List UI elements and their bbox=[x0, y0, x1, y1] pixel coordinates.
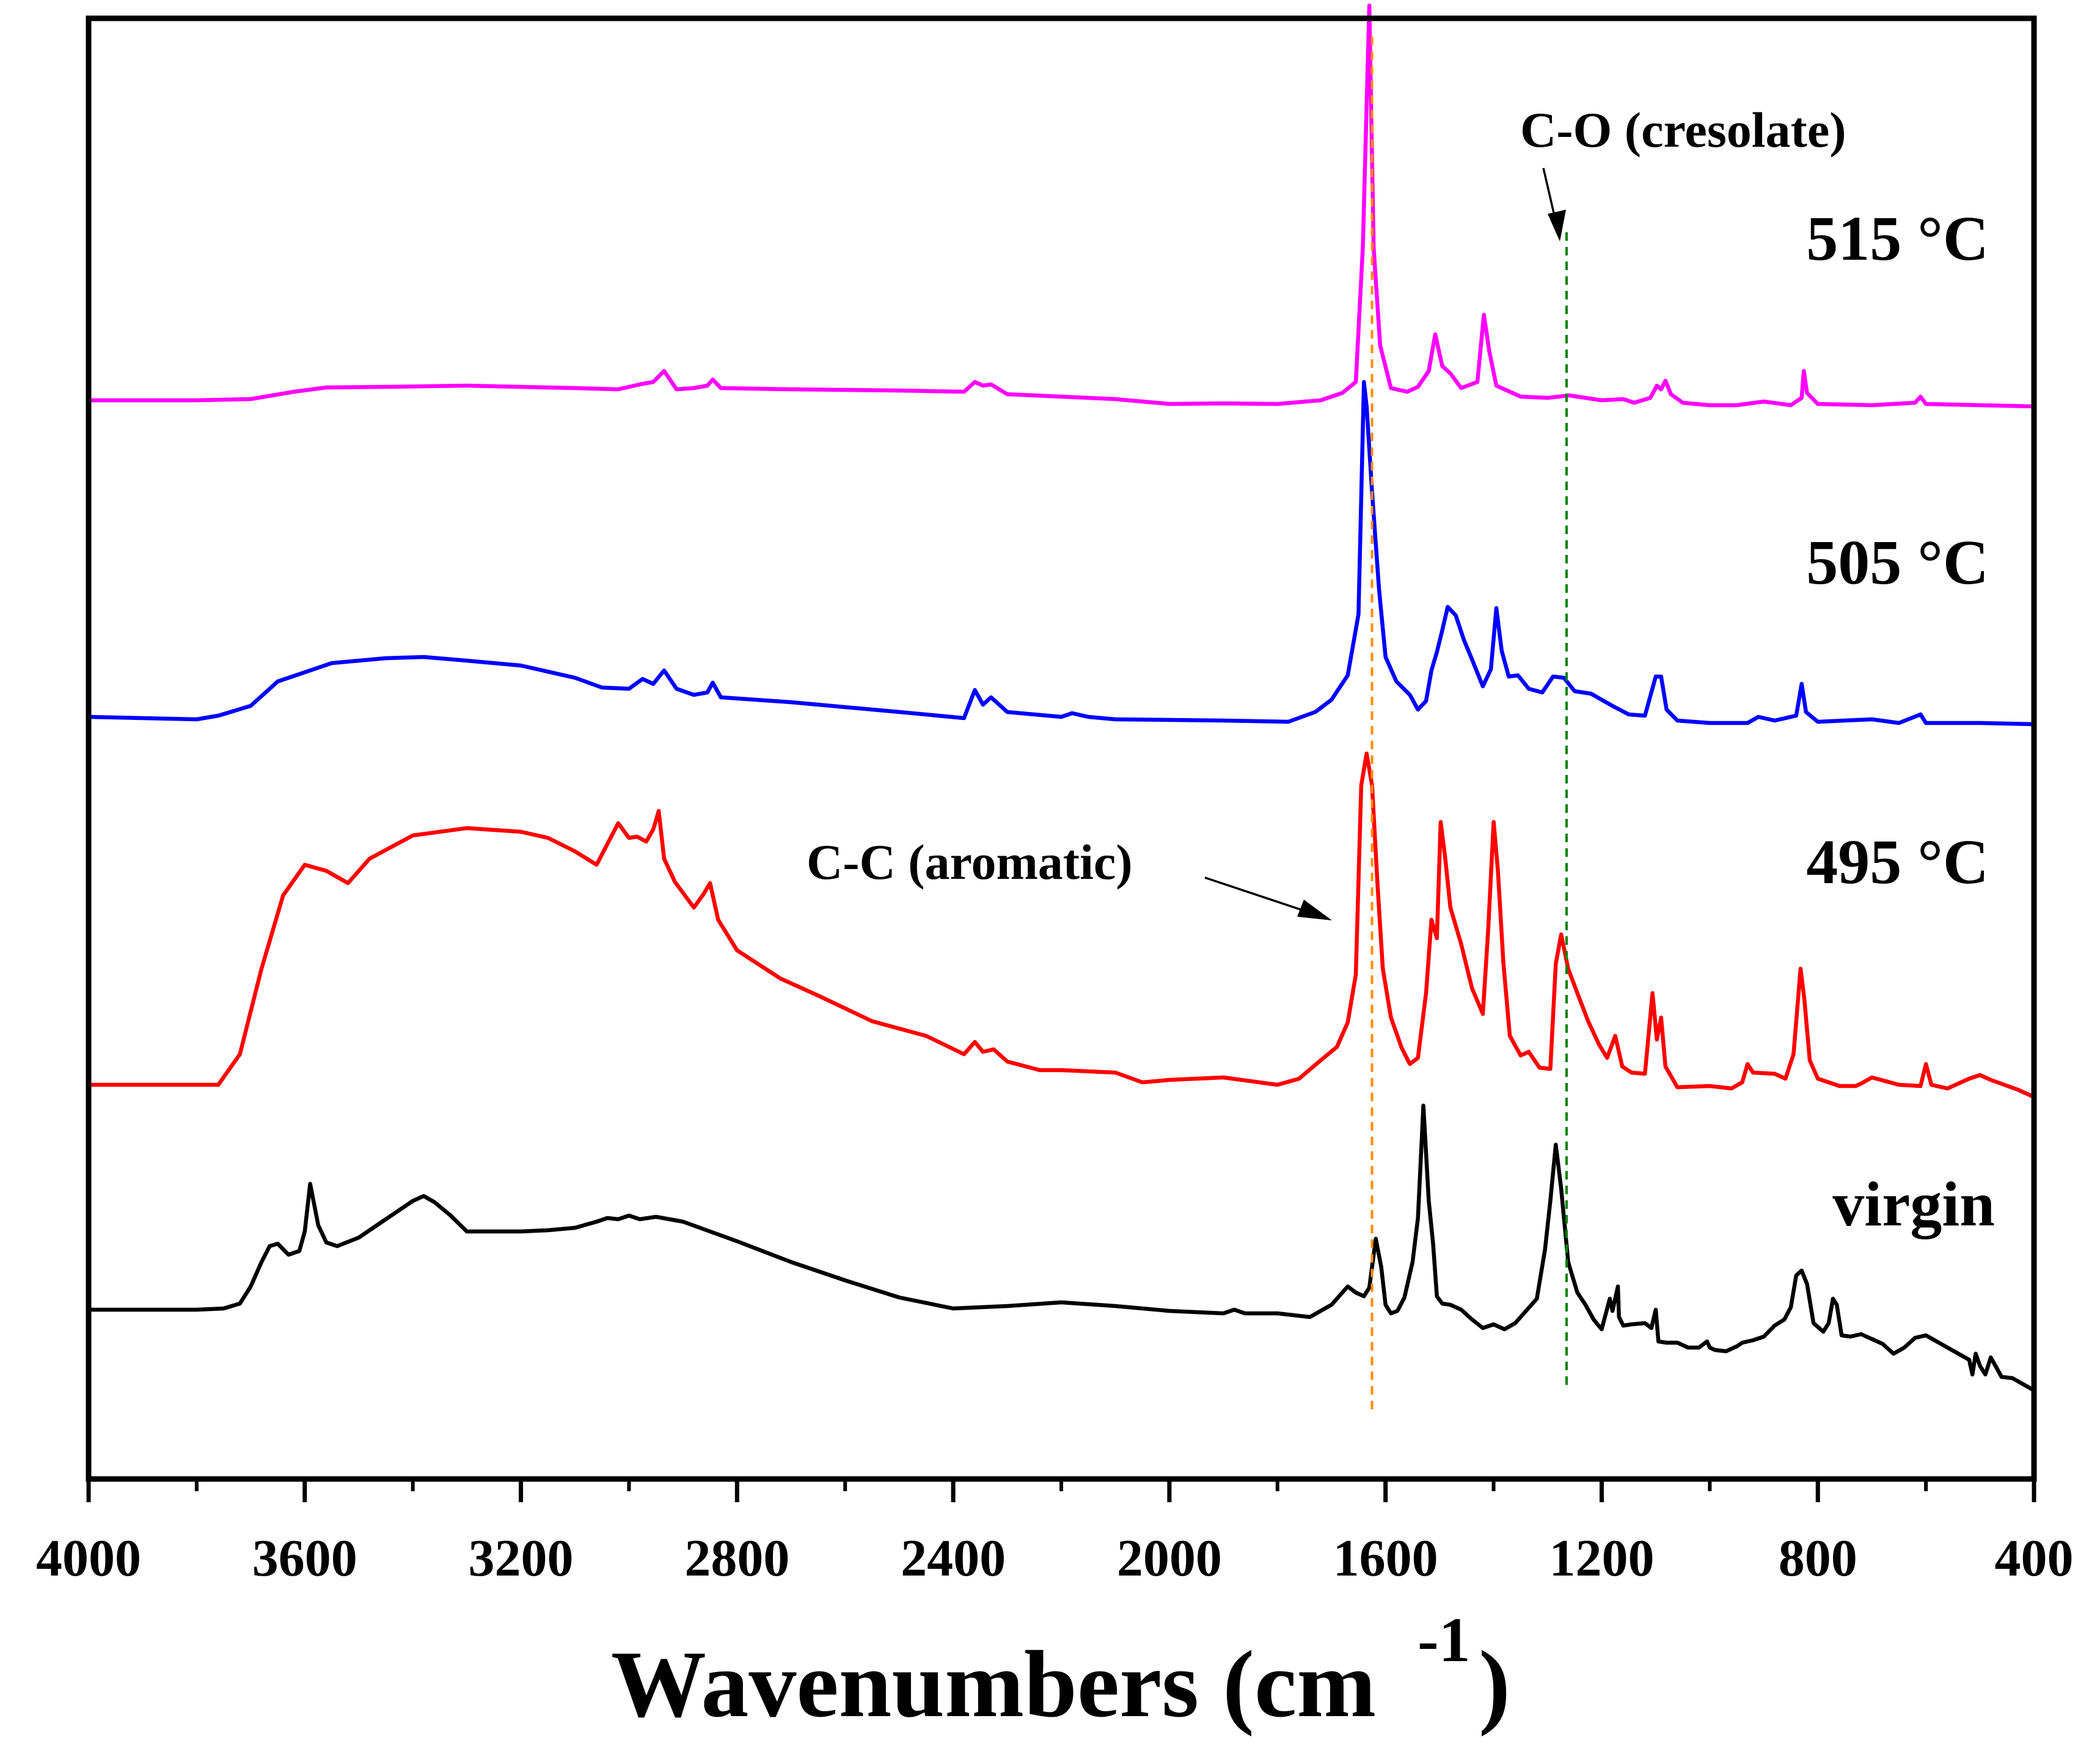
series-line-2 bbox=[86, 751, 2036, 1099]
label-virgin: virgin bbox=[1832, 1169, 1995, 1239]
x-tick-label-800: 800 bbox=[1779, 1528, 1857, 1587]
label-495: 495 °C bbox=[1806, 827, 1989, 897]
series-line-0 bbox=[86, 3, 2036, 409]
x-tick-label-400: 400 bbox=[1995, 1528, 2074, 1587]
plot-frame bbox=[86, 15, 2037, 1482]
x-tick-label-3600: 3600 bbox=[252, 1528, 357, 1587]
x-tick-label-3200: 3200 bbox=[469, 1528, 574, 1587]
x-axis-title-main: Wavenumbers (cm bbox=[611, 1631, 1376, 1737]
annotation-cc-arrowhead bbox=[1297, 900, 1332, 920]
series-line-1 bbox=[86, 380, 2036, 727]
x-tick-label-1200: 1200 bbox=[1549, 1528, 1654, 1587]
annotation-cc-aromatic: C-C (aromatic) bbox=[807, 834, 1133, 890]
x-tick-label-4000: 4000 bbox=[36, 1528, 141, 1587]
annotation-co-cresolate: C-O (cresolate) bbox=[1520, 102, 1846, 158]
x-tick-label-2000: 2000 bbox=[1117, 1528, 1222, 1587]
x-axis-title: Wavenumbers (cm -1 ) bbox=[611, 1605, 1510, 1737]
annotation-cc-arrow bbox=[1204, 876, 1319, 917]
x-tick-label-1600: 1600 bbox=[1333, 1528, 1438, 1587]
reference-guides bbox=[1370, 37, 1568, 1413]
x-axis-title-close: ) bbox=[1479, 1631, 1510, 1737]
label-515: 515 °C bbox=[1806, 204, 1989, 274]
spectra-series bbox=[86, 3, 2036, 1393]
x-tick-label-2400: 2400 bbox=[901, 1528, 1006, 1587]
x-tick-label-2800: 2800 bbox=[684, 1528, 789, 1587]
x-axis-ticks: 4000 3600 3200 2800 2400 2000 1600 1200 800 400 bbox=[36, 1479, 2074, 1587]
label-505: 505 °C bbox=[1806, 527, 1989, 598]
x-axis-title-sup: -1 bbox=[1418, 1605, 1471, 1675]
annotation-co-arrowhead bbox=[1548, 210, 1566, 241]
series-line-3 bbox=[86, 1103, 2036, 1393]
